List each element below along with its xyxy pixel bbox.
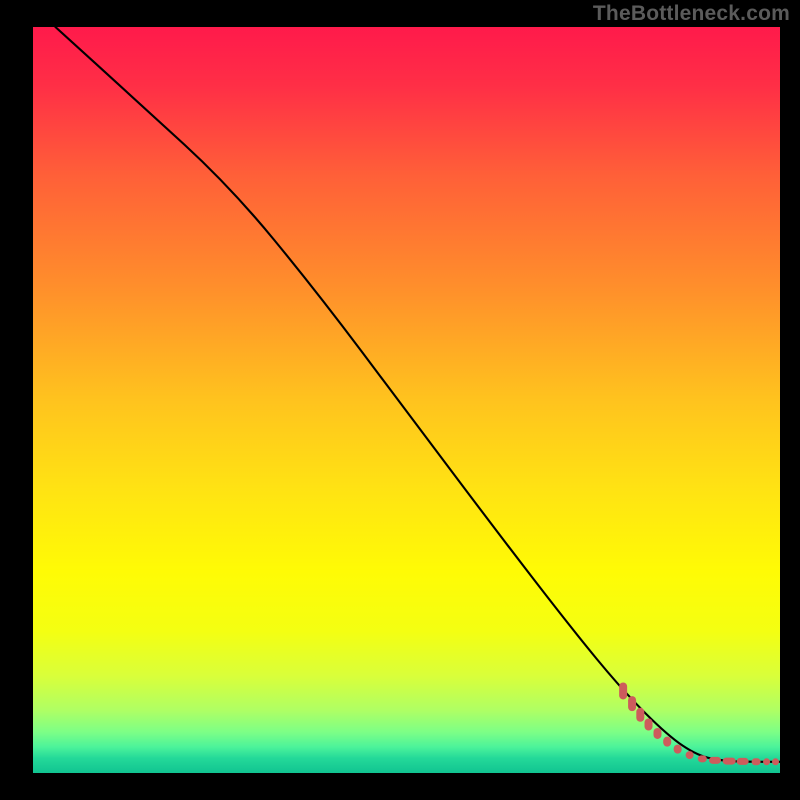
marker-point	[772, 758, 779, 765]
marker-point	[653, 728, 661, 739]
marker-point	[628, 696, 636, 711]
marker-point	[709, 757, 721, 764]
marker-point	[663, 737, 671, 747]
plot-svg	[33, 27, 780, 773]
marker-point	[619, 682, 627, 699]
marker-point	[636, 708, 644, 722]
plot-frame	[33, 27, 780, 773]
marker-point	[737, 758, 749, 765]
marker-point	[686, 751, 694, 759]
watermark-text: TheBottleneck.com	[593, 2, 790, 26]
marker-point	[698, 755, 707, 762]
marker-point	[645, 719, 653, 731]
marker-point	[723, 758, 736, 765]
marker-point	[674, 745, 682, 754]
gradient-bg	[33, 27, 780, 773]
marker-point	[763, 758, 770, 765]
marker-point	[752, 758, 761, 765]
canvas: TheBottleneck.com	[0, 0, 800, 800]
